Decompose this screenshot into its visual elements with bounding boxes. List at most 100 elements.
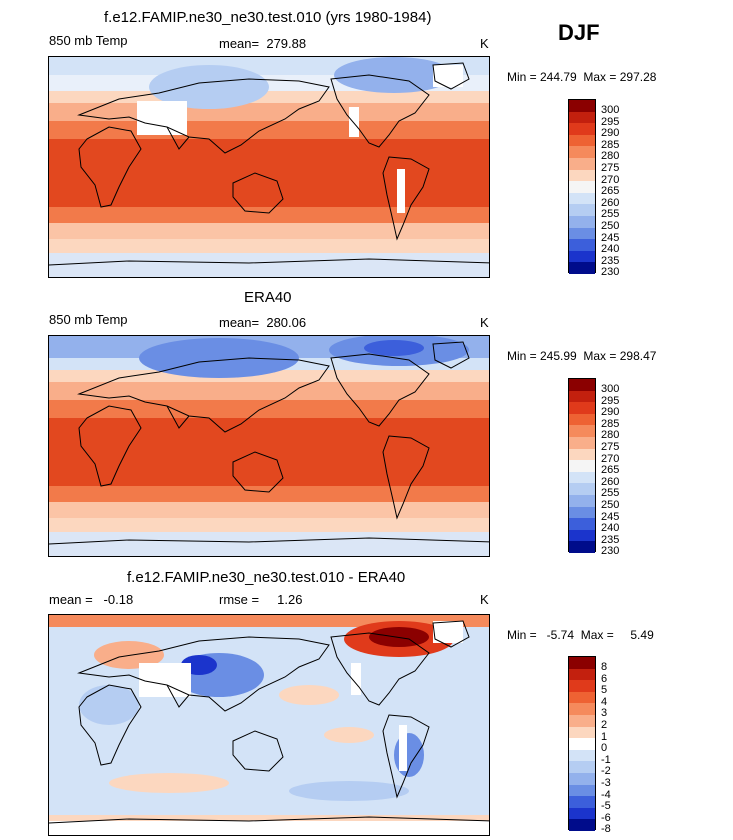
panel-1-colorbar-swatch (569, 250, 595, 263)
coast-greenland (432, 341, 470, 369)
panel-3-title: f.e12.FAMIP.ne30_ne30.test.010 - ERA40 (127, 569, 406, 586)
band-warm-south (49, 207, 489, 225)
cold-siberia (139, 338, 299, 378)
coast-india (166, 126, 190, 150)
panel-1-tick: 275 (601, 162, 620, 174)
panel-2-colorbar-swatch (569, 506, 595, 519)
diff-southern-cool (289, 781, 409, 801)
panel-3-minmax: Min = -5.74 Max = 5.49 (507, 628, 654, 642)
panel-3-tick: -1 (601, 754, 611, 766)
panel-1-tick: 235 (601, 255, 620, 267)
panel-2-colorbar-swatch (569, 379, 595, 391)
coast-africa (78, 405, 142, 487)
panel-3-colorbar-swatch (569, 703, 595, 715)
cold-asia (149, 65, 269, 109)
panel-1-tick: 250 (601, 220, 620, 232)
panel-3-tick: 1 (601, 731, 608, 743)
panel-1-tick: 255 (601, 208, 620, 220)
band-tropics (49, 418, 489, 488)
panel-1-tick: 285 (601, 139, 620, 151)
panel-3-tick: -6 (601, 812, 611, 824)
panel-1-colorbar-swatch (569, 169, 595, 182)
band-subtrop-north (49, 103, 489, 123)
panel-1-tick: 270 (601, 174, 620, 186)
panel-1-mean: mean= 279.88 (219, 36, 307, 51)
band-mid-south (49, 223, 489, 241)
panel-1-map-svg (49, 57, 489, 277)
panel-3-tick: 8 (601, 661, 608, 673)
panel-2-units: K (480, 315, 489, 330)
panel-2-colorbar-swatch (569, 436, 595, 449)
panel-1-colorbar-swatch (569, 157, 595, 170)
missing-andes (397, 169, 405, 213)
coast-greenland (432, 62, 470, 90)
missing-antarctica (49, 821, 489, 835)
band-polar-south (49, 532, 489, 556)
panel-3-colorbar-swatch (569, 796, 595, 808)
panel-1-tick: 245 (601, 232, 620, 244)
panel-3-units: K (480, 592, 489, 607)
panel-3-colorbar-swatch (569, 761, 595, 773)
band-cool-south (49, 239, 489, 255)
panel-2-colorbar (568, 378, 596, 553)
panel-2-map-svg (49, 336, 489, 556)
panel-2-colorbar-swatch (569, 425, 595, 437)
panel-2-colorbar-swatch (569, 460, 595, 472)
panel-2-colorbar-swatch (569, 483, 595, 495)
panel-1-colorbar-swatch (569, 192, 595, 205)
coast-europe-asia (77, 357, 330, 433)
panel-2-colorbar-swatch (569, 518, 595, 530)
panel-1-colorbar-swatch (569, 227, 595, 240)
coast-africa (78, 684, 142, 766)
panel-2-tick: 255 (601, 487, 620, 499)
missing-tibet (137, 101, 187, 135)
panel-1-minmax: Min = 244.79 Max = 297.28 (507, 70, 657, 84)
panel-1-colorbar-swatch (569, 123, 595, 135)
panel-3-colorbar-swatch (569, 749, 595, 762)
diff-pacific-warm (279, 685, 339, 705)
missing-tibet (139, 663, 191, 697)
cold-core-canada (364, 340, 424, 356)
panel-3-tick: 3 (601, 707, 608, 719)
panel-3-tick: -8 (601, 823, 611, 835)
panel-1-colorbar-swatch (569, 239, 595, 251)
panel-2-colorbar-swatch (569, 529, 595, 542)
panel-3-tick: -5 (601, 800, 611, 812)
panel-2-tick: 265 (601, 464, 620, 476)
panel-1-colorbar-swatch (569, 111, 595, 124)
panel-3-mean: mean = -0.18 (49, 592, 134, 607)
coastlines (49, 62, 489, 266)
panel-3-tick: 0 (601, 742, 608, 754)
panel-3-colorbar-swatch (569, 680, 595, 692)
cold-arctic-america (334, 57, 454, 93)
coastlines (49, 620, 489, 824)
coast-north-america (330, 353, 430, 427)
panel-3-colorbar-swatch (569, 807, 595, 820)
panel-2-tick: 240 (601, 522, 620, 534)
coast-antarctica (49, 537, 489, 545)
coast-india (166, 684, 190, 708)
band-cool-south (49, 518, 489, 534)
coast-australia (232, 451, 284, 493)
panel-2-tick: 290 (601, 406, 620, 418)
panel-3-tick: -4 (601, 789, 611, 801)
diff-enso-warm (324, 727, 374, 743)
band-warm-north (49, 400, 489, 420)
panel-3-colorbar-swatch (569, 784, 595, 797)
panel-2-colorbar-swatch (569, 402, 595, 414)
panel-2-tick: 245 (601, 511, 620, 523)
panel-3-tick: 6 (601, 673, 608, 685)
panel-3-tick: 4 (601, 696, 608, 708)
panel-2-tick: 260 (601, 476, 620, 488)
band-mid-north (49, 91, 489, 105)
panel-3-colorbar-swatch (569, 691, 595, 704)
panel-1-colorbar-swatch (569, 215, 595, 228)
season-label: DJF (558, 20, 600, 45)
diff-southern-warm (109, 773, 229, 793)
missing-greenland (433, 65, 463, 87)
panel-2-map (48, 335, 490, 557)
panel-2-tick: 275 (601, 441, 620, 453)
panel-2-tick: 285 (601, 418, 620, 430)
panel-2-colorbar-swatch (569, 413, 595, 426)
panel-1-colorbar-swatch (569, 262, 595, 274)
